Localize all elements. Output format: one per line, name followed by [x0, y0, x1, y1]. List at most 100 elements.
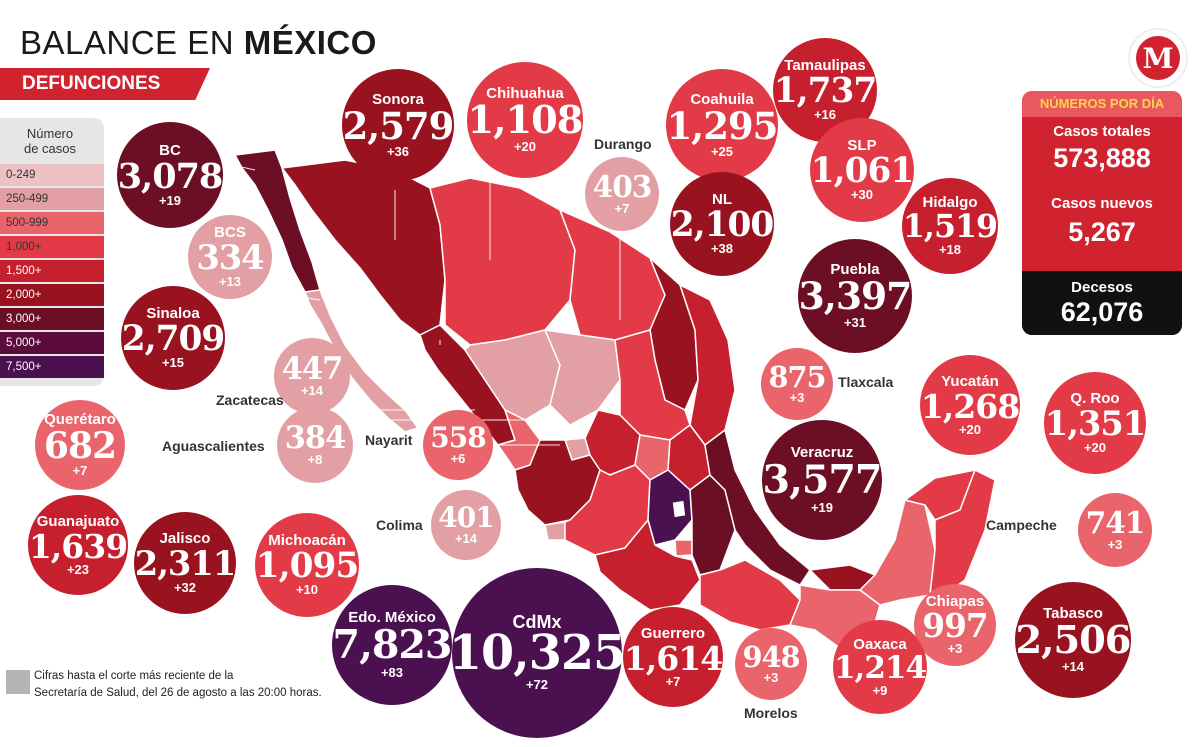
state-deaths-value: 1,295	[666, 103, 779, 148]
state-name: Guanajuato	[36, 512, 120, 530]
state-daily-increase: +16	[813, 107, 837, 123]
state-name: Jalisco	[159, 530, 211, 548]
state-bubble-jalisco: Jalisco 2,311 +32	[134, 512, 236, 614]
state-deaths-value: 3,078	[117, 155, 224, 197]
state-daily-increase: +3	[763, 670, 779, 686]
state-name: CdMx	[512, 612, 562, 633]
state-name: Edo. México	[348, 609, 436, 627]
state-name: Coahuila	[690, 90, 754, 108]
legend-swatch	[0, 260, 104, 282]
state-deaths-value: 2,506	[1015, 617, 1132, 663]
panel-header	[1022, 91, 1182, 117]
state-deaths-value: 1,737	[773, 70, 877, 111]
state-deaths-value: 1,095	[255, 545, 359, 586]
state-bubble-tlaxcala: 875 +3	[761, 348, 833, 420]
deaths-box: Decesos 62,076	[1022, 271, 1182, 335]
state-daily-increase: +19	[158, 192, 182, 208]
state-bubble-hidalgo: Hidalgo 1,519 +18	[902, 178, 998, 274]
state-deaths-value: 558	[430, 421, 486, 454]
state-deaths-value: 401	[438, 501, 494, 534]
state-daily-increase: +3	[947, 641, 963, 657]
legend-item: 2,000+	[6, 289, 42, 301]
state-bubble-colima: 401 +14	[431, 490, 501, 560]
map-state-cdmx	[671, 499, 687, 519]
state-name: Michoacán	[268, 531, 346, 549]
footnote: Cifras hasta el corte más reciente de la…	[34, 670, 322, 699]
total-cases-value: 573,888	[1053, 143, 1151, 173]
state-daily-increase: +13	[218, 273, 242, 289]
state-daily-increase: +20	[513, 139, 537, 155]
state-name: BC	[159, 141, 181, 159]
state-deaths-value: 1,351	[1044, 403, 1146, 444]
deaths-label: Decesos	[1071, 279, 1133, 296]
legend: Número de casos 0-249 250-499 500-999 1,000…	[0, 118, 104, 386]
deaths-value: 62,076	[1060, 297, 1144, 327]
panel-title: NÚMEROS POR DÍA	[1039, 96, 1165, 111]
state-daily-increase: +25	[710, 143, 734, 159]
state-bubble-bcs: BCS 334 +13	[188, 215, 272, 299]
state-daily-increase: +72	[525, 676, 549, 692]
total-cases-label: Casos totales	[1053, 123, 1151, 140]
state-bubble-morelos: 948 +3	[735, 628, 807, 700]
state-daily-increase: +31	[843, 314, 867, 330]
state-name: Puebla	[830, 261, 880, 279]
state-bubble-yucat-n: Yucatán 1,268 +20	[920, 355, 1020, 455]
legend-item: 0-249	[6, 169, 36, 181]
state-deaths-value: 447	[281, 350, 343, 387]
map-state-bcs	[304, 289, 419, 433]
state-daily-increase: +30	[850, 187, 874, 203]
state-deaths-value: 1,614	[623, 638, 723, 678]
state-bubble-q-roo: Q. Roo 1,351 +20	[1044, 372, 1146, 474]
state-bubble-chihuahua: Chihuahua 1,108 +20	[467, 62, 583, 178]
legend-swatch	[0, 284, 104, 306]
map-state-guerrero	[594, 519, 701, 611]
state-daily-increase: +7	[72, 463, 88, 478]
state-deaths-value: 384	[284, 419, 346, 456]
label-durango: Durango	[594, 136, 652, 152]
state-daily-increase: +7	[665, 673, 681, 689]
legend-item: 3,000+	[6, 313, 42, 325]
new-cases-label: Casos nuevos	[1051, 195, 1153, 212]
state-deaths-value: 1,108	[467, 97, 584, 143]
state-deaths-value: 2,709	[121, 318, 225, 359]
state-bubble-coahuila: Coahuila 1,295 +25	[666, 69, 778, 181]
map-state-zacatecas	[544, 329, 621, 426]
state-name: Chihuahua	[486, 84, 564, 102]
legend-swatch	[0, 356, 104, 378]
state-deaths-value: 948	[742, 639, 800, 674]
state-deaths-value: 10,325	[448, 625, 626, 682]
state-bubble-sonora: Sonora 2,579 +36	[342, 69, 454, 181]
state-name: Sonora	[372, 90, 424, 108]
state-bubble-zacatecas: 447 +14	[274, 338, 350, 414]
state-bubble-puebla: Puebla 3,397 +31	[798, 239, 912, 353]
daily-numbers-panel: NÚMEROS POR DÍA Casos totales 573,888 Ca…	[1022, 91, 1182, 335]
state-daily-increase: +10	[295, 582, 319, 598]
legend-item: 7,500+	[6, 361, 42, 373]
state-name: Sinaloa	[146, 304, 200, 322]
state-name: Querétaro	[44, 411, 116, 428]
state-daily-increase: +15	[161, 355, 185, 371]
map-state-durango	[464, 329, 561, 421]
state-name: Hidalgo	[922, 194, 978, 212]
label-morelos: Morelos	[744, 705, 798, 721]
state-name: SLP	[847, 136, 877, 154]
state-name: BCS	[214, 224, 246, 242]
label-nayarit: Nayarit	[365, 432, 413, 448]
legend-item: 5,000+	[6, 337, 42, 349]
state-daily-increase: +7	[614, 200, 630, 216]
state-deaths-value: 3,577	[762, 457, 883, 504]
state-daily-increase: +38	[710, 241, 734, 257]
state-deaths-value: 1,061	[810, 150, 914, 191]
state-name: Tamaulipas	[784, 56, 866, 74]
state-bubble-nl: NL 2,100 +38	[670, 172, 774, 276]
state-deaths-value: 1,214	[833, 649, 927, 686]
legend-swatch	[0, 236, 104, 258]
state-bubble-bc: BC 3,078 +19	[117, 122, 223, 228]
state-bubble-cdmx: CdMx 10,325 +72	[448, 568, 626, 738]
state-bubble-oaxaca: Oaxaca 1,214 +9	[833, 620, 927, 714]
logo-letter: M	[1136, 36, 1180, 80]
state-daily-increase: +83	[380, 664, 404, 680]
state-deaths-value: 1,519	[902, 208, 998, 246]
state-deaths-value: 2,100	[670, 204, 774, 245]
legend-swatch	[0, 308, 104, 330]
